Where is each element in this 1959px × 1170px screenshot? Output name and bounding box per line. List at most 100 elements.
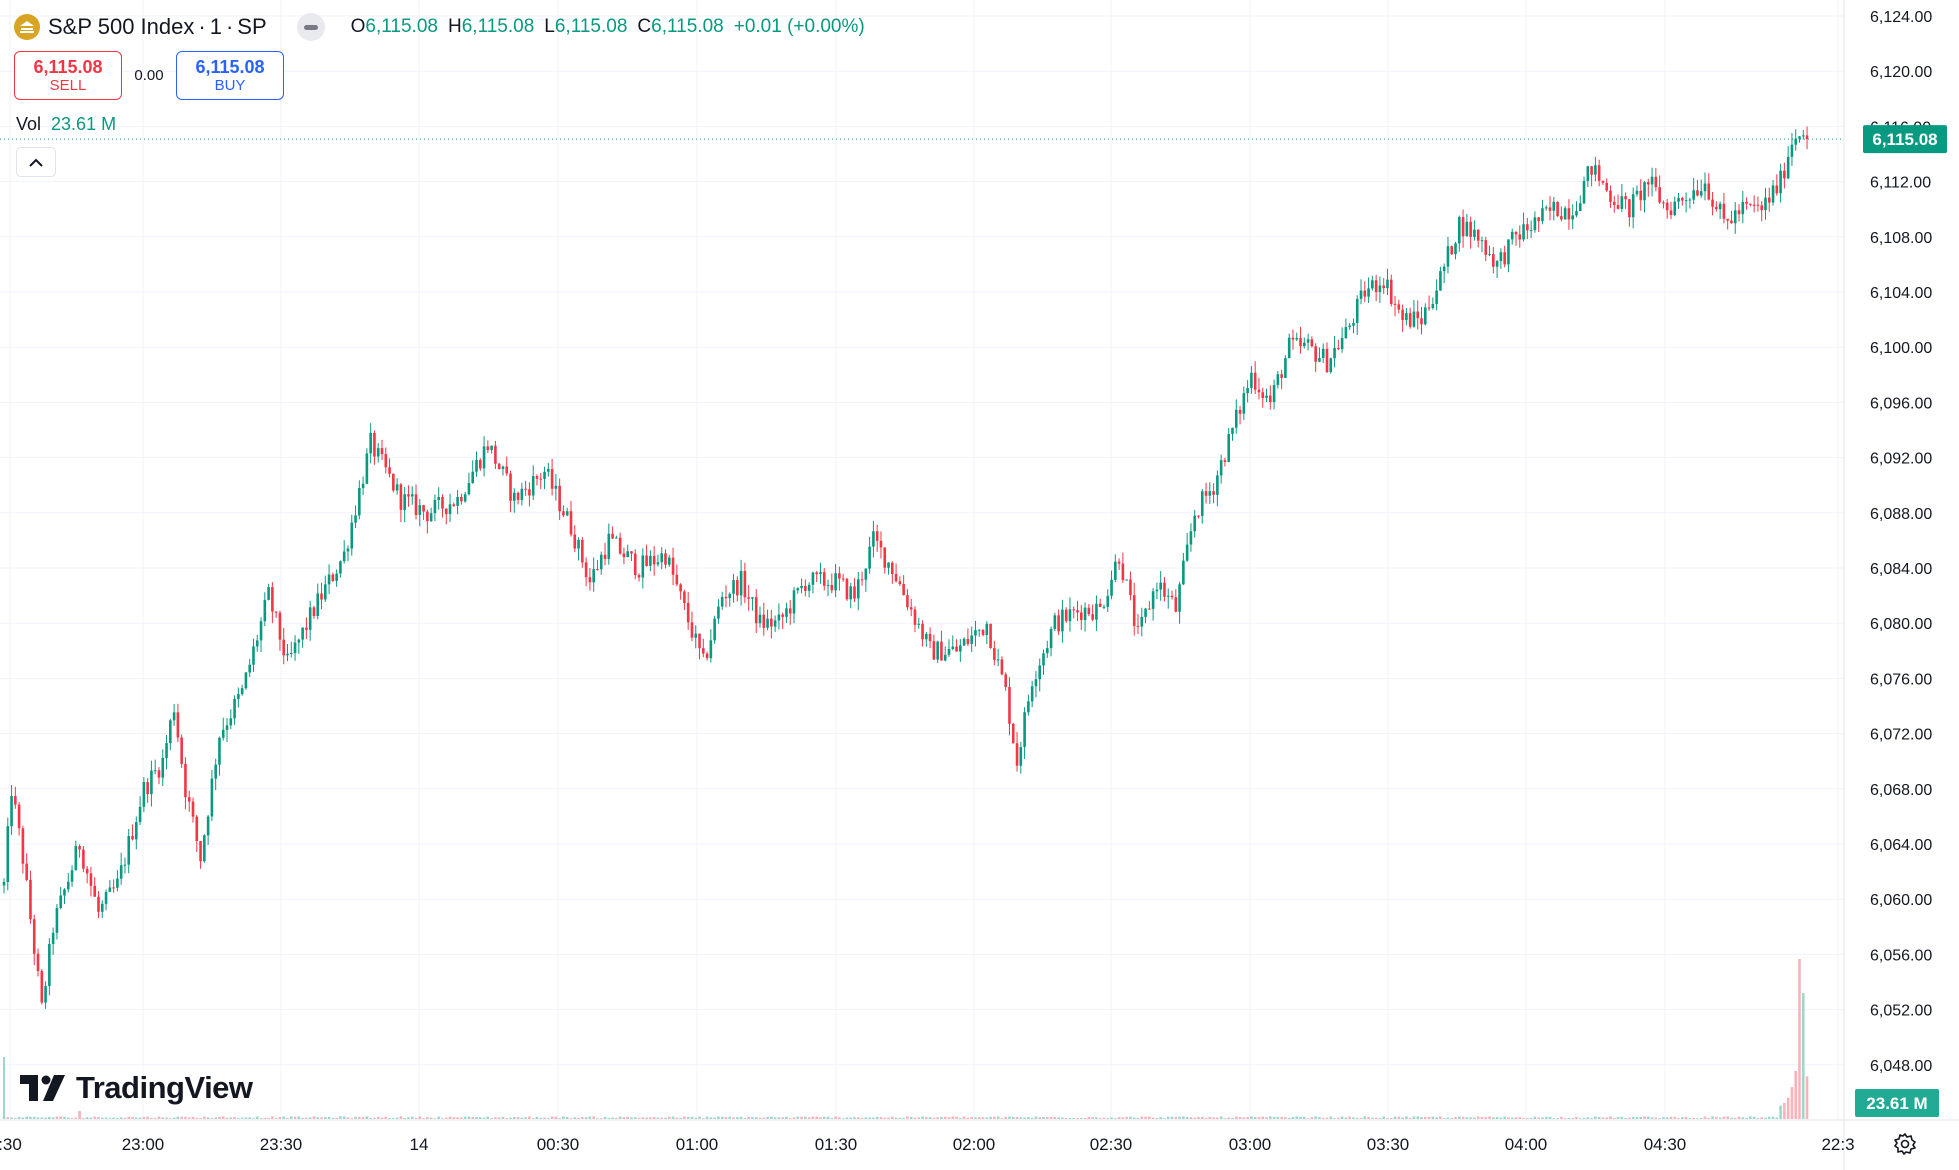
candle [444,508,448,525]
volume-bar [698,1116,701,1119]
candle [1730,210,1733,224]
candle [203,834,206,863]
candle-body [1382,285,1385,289]
candle [320,582,323,610]
candle-body [475,459,478,472]
candle [800,578,803,594]
candle-body [1363,290,1367,297]
y-tick-label: 6,096.00 [1870,395,1932,412]
candle-body [1227,433,1231,462]
candle [1571,204,1574,230]
symbol-name[interactable]: S&P 500 Index [48,14,195,39]
volume-bar [985,1117,989,1119]
candle-body [100,903,104,912]
candle-body [1733,210,1737,224]
market-status-icon[interactable] [296,13,325,41]
candle-body [1439,271,1442,291]
candle-body [1662,202,1665,204]
candle-body [1556,201,1559,217]
volume-bar [403,1117,406,1119]
volume-bar [146,1116,149,1119]
candle [898,576,902,587]
volume-bar [169,1118,172,1119]
candle-body [195,816,199,842]
candle-body [78,846,81,850]
candle [513,488,516,513]
candle [1250,365,1253,394]
volume-bar [607,1117,611,1119]
candle [1737,204,1741,222]
volume-bar [1681,1117,1684,1119]
interval-label[interactable]: 1 [209,14,222,39]
candle [872,520,875,558]
candle [1764,187,1767,220]
volume-bar [686,1116,690,1119]
candle-body [1200,491,1204,516]
volume-bar [649,1117,652,1119]
y-tick-label: 6,100.00 [1870,340,1932,357]
tradingview-watermark[interactable]: TradingView [20,1070,253,1106]
candle-body [1291,337,1295,340]
candle-body [656,562,660,565]
candle-body [1000,659,1004,675]
volume-bar [917,1117,921,1119]
volume-bar [1563,1118,1567,1119]
candle [664,549,667,569]
candle [1276,371,1280,389]
candle-body [875,531,879,541]
candle-body [1711,199,1714,207]
volume-bar [709,1117,713,1119]
candle [206,814,210,845]
volume-bar [599,1118,603,1119]
volume-bar [993,1116,996,1119]
candle-body [1212,491,1215,495]
volume-bar [142,1116,146,1119]
candle [407,485,410,507]
candle [524,480,527,496]
candle [1227,428,1231,463]
volume-bar [1662,1117,1665,1119]
volume-legend[interactable]: Vol 23.61 M [16,114,116,135]
volume-bar [214,1117,217,1119]
volume-bar [1783,1103,1786,1119]
collapse-legend-button[interactable] [16,147,56,177]
candle-body [751,597,754,599]
settings-gear-icon[interactable] [1890,1129,1920,1159]
volume-bar [29,1116,32,1119]
candle [902,575,905,596]
candle-body [1537,217,1540,222]
volume-bar [312,1116,316,1119]
candle [1306,333,1310,351]
candle [150,760,153,807]
candle-body [1185,544,1189,561]
candle-body [1605,182,1609,191]
candle [860,571,864,586]
candle [1374,274,1378,301]
buy-button[interactable]: 6,115.08 BUY [176,51,284,100]
candle [467,472,471,496]
candle-body [1299,338,1302,347]
candle-body [452,504,456,506]
candle-body [962,638,966,646]
candle [891,561,894,584]
candle-body [399,484,403,510]
volume-bar [1091,1117,1094,1119]
candle-body [607,533,611,560]
candle-body [1166,595,1170,597]
sell-button[interactable]: 6,115.08 SELL [14,51,122,100]
candle-body [418,505,422,515]
candle-body [70,870,74,882]
volume-bar [282,1116,286,1119]
volume-bar [1469,1117,1472,1119]
candle [550,458,554,496]
candle [339,560,342,578]
candle [1337,339,1340,351]
candle [1083,602,1087,632]
candle-body [282,639,286,656]
y-tick-label: 6,052.00 [1870,1003,1932,1020]
candle-body [10,796,13,827]
candle [547,463,550,477]
candle-body [225,725,229,730]
candle-body [698,633,701,649]
